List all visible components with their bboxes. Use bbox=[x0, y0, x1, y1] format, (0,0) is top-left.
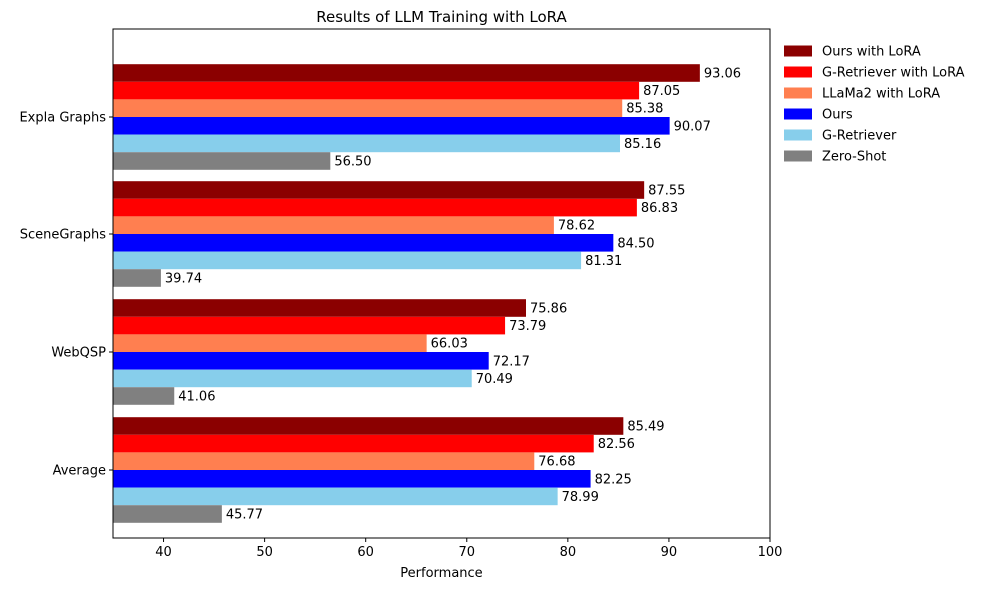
bar-webqsp-llama2-with-lora bbox=[113, 334, 427, 352]
legend-label-ours: Ours bbox=[822, 108, 853, 123]
data-label-scenegraphs-g-retriever: 81.31 bbox=[585, 254, 622, 269]
bar-webqsp-ours-with-lora bbox=[113, 299, 527, 317]
bars-group bbox=[113, 64, 700, 523]
bar-webqsp-g-retriever bbox=[113, 369, 472, 388]
data-label-scenegraphs-zero-shot: 39.74 bbox=[165, 272, 202, 287]
bar-average-g-retriever bbox=[113, 487, 558, 506]
y-tick-label-expla-graphs: Expla Graphs bbox=[19, 111, 106, 126]
data-label-expla-graphs-ours-with-lora: 93.06 bbox=[704, 67, 741, 82]
data-label-expla-graphs-g-retriever-with-lora: 87.05 bbox=[643, 84, 680, 99]
data-label-scenegraphs-llama2-with-lora: 78.62 bbox=[558, 219, 595, 234]
bar-scenegraphs-g-retriever-with-lora bbox=[113, 198, 637, 217]
bar-average-llama2-with-lora bbox=[113, 452, 535, 470]
bar-scenegraphs-ours bbox=[113, 234, 614, 252]
data-label-webqsp-g-retriever-with-lora: 73.79 bbox=[509, 319, 546, 334]
data-labels-group: 93.06 87.05 85.38 90.07 85.16 56.50 87.55 86.83… bbox=[165, 67, 741, 523]
x-tick-label-70: 70 bbox=[458, 545, 475, 560]
y-tick-label-average: Average bbox=[53, 464, 106, 479]
legend-label-zero-shot: Zero-Shot bbox=[822, 150, 886, 165]
legend-swatch-zero-shot bbox=[784, 150, 812, 162]
legend-label-ours-with-lora: Ours with LoRA bbox=[822, 45, 921, 60]
bar-scenegraphs-zero-shot bbox=[113, 269, 161, 287]
bar-expla-graphs-llama2-with-lora bbox=[113, 99, 623, 117]
bar-webqsp-zero-shot bbox=[113, 387, 175, 405]
data-label-average-g-retriever-with-lora: 82.56 bbox=[598, 437, 635, 452]
x-axis-label: Performance bbox=[400, 566, 482, 581]
x-tick-label-50: 50 bbox=[256, 545, 273, 560]
bar-average-g-retriever-with-lora bbox=[113, 434, 594, 453]
y-axis-ticks: Expla Graphs SceneGraphs WebQSP Average bbox=[19, 111, 113, 479]
bar-webqsp-g-retriever-with-lora bbox=[113, 316, 506, 335]
legend-swatch-g-retriever-with-lora bbox=[784, 66, 812, 78]
bar-scenegraphs-llama2-with-lora bbox=[113, 216, 554, 234]
bar-scenegraphs-g-retriever bbox=[113, 251, 582, 270]
data-label-average-g-retriever: 78.99 bbox=[562, 490, 599, 505]
legend-label-g-retriever-with-lora: G-Retriever with LoRA bbox=[822, 66, 965, 81]
data-label-expla-graphs-g-retriever: 85.16 bbox=[624, 137, 661, 152]
data-label-webqsp-ours: 72.17 bbox=[493, 354, 530, 369]
x-tick-label-60: 60 bbox=[357, 545, 374, 560]
legend-swatch-g-retriever bbox=[784, 129, 812, 141]
x-tick-label-40: 40 bbox=[155, 545, 172, 560]
legend-swatch-ours bbox=[784, 108, 812, 120]
y-tick-label-scenegraphs: SceneGraphs bbox=[20, 228, 107, 243]
y-tick-label-webqsp: WebQSP bbox=[51, 346, 106, 361]
legend: Ours with LoRA G-Retriever with LoRA LLaMa… bbox=[784, 45, 965, 165]
bar-average-ours bbox=[113, 470, 591, 488]
legend-label-llama2-with-lora: LLaMa2 with LoRA bbox=[822, 87, 940, 102]
bar-average-zero-shot bbox=[113, 505, 222, 523]
data-label-expla-graphs-ours: 90.07 bbox=[674, 119, 711, 134]
data-label-expla-graphs-zero-shot: 56.50 bbox=[334, 155, 371, 170]
x-axis-ticks: 40 50 60 70 80 90 100 bbox=[155, 538, 782, 560]
bar-expla-graphs-zero-shot bbox=[113, 152, 331, 170]
bar-expla-graphs-ours bbox=[113, 117, 670, 135]
data-label-average-zero-shot: 45.77 bbox=[226, 508, 263, 523]
bar-webqsp-ours bbox=[113, 352, 489, 370]
legend-swatch-ours-with-lora bbox=[784, 45, 812, 57]
bar-average-ours-with-lora bbox=[113, 417, 624, 435]
data-label-expla-graphs-llama2-with-lora: 85.38 bbox=[626, 102, 663, 117]
data-label-webqsp-ours-with-lora: 75.86 bbox=[530, 302, 567, 317]
x-tick-label-80: 80 bbox=[560, 545, 577, 560]
legend-swatch-llama2-with-lora bbox=[784, 87, 812, 99]
bar-expla-graphs-ours-with-lora bbox=[113, 64, 700, 82]
data-label-scenegraphs-g-retriever-with-lora: 86.83 bbox=[641, 201, 678, 216]
data-label-webqsp-llama2-with-lora: 66.03 bbox=[431, 337, 468, 352]
legend-label-g-retriever: G-Retriever bbox=[822, 129, 897, 144]
data-label-webqsp-zero-shot: 41.06 bbox=[178, 390, 215, 405]
data-label-average-llama2-with-lora: 76.68 bbox=[538, 455, 575, 470]
plot-frame bbox=[112, 28, 771, 539]
bar-expla-graphs-g-retriever bbox=[113, 134, 621, 153]
data-label-average-ours-with-lora: 85.49 bbox=[627, 420, 664, 435]
data-label-average-ours: 82.25 bbox=[595, 472, 632, 487]
bar-scenegraphs-ours-with-lora bbox=[113, 181, 645, 199]
data-label-webqsp-g-retriever: 70.49 bbox=[476, 372, 513, 387]
chart-title: Results of LLM Training with LoRA bbox=[316, 8, 567, 26]
data-label-scenegraphs-ours: 84.50 bbox=[617, 236, 654, 251]
x-tick-label-100: 100 bbox=[758, 545, 783, 560]
data-label-scenegraphs-ours-with-lora: 87.55 bbox=[648, 184, 685, 199]
bar-expla-graphs-g-retriever-with-lora bbox=[113, 81, 640, 100]
x-tick-label-90: 90 bbox=[661, 545, 678, 560]
